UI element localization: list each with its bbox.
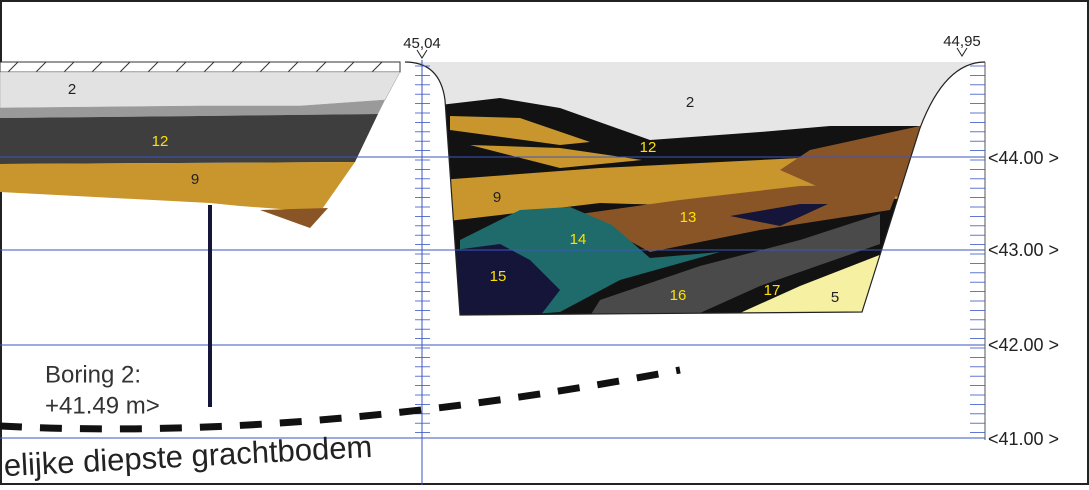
boring-title: Boring 2:: [45, 361, 141, 388]
hatch-line: [343, 61, 355, 73]
reference-lines: [0, 60, 985, 485]
layer-label: 14: [570, 231, 587, 248]
hatch-line: [231, 61, 243, 73]
elevation-label: <43.00 >: [988, 240, 1059, 260]
layer-label: 9: [493, 189, 501, 206]
ditch-bottom-line: [0, 366, 681, 433]
ticks: [415, 65, 985, 434]
layer-label: 17: [764, 282, 781, 299]
elevation-label: <44.00 >: [988, 148, 1059, 168]
layer-label: 12: [152, 133, 169, 150]
layer-label: 5: [831, 289, 839, 306]
layer-label: 15: [490, 268, 507, 285]
layer-label: 16: [670, 287, 687, 304]
marker-label: 44,95: [943, 33, 981, 50]
hatch-line: [175, 61, 187, 73]
layer-label: 2: [686, 94, 694, 111]
hatch-line: [7, 61, 19, 73]
hatch-line: [287, 61, 299, 73]
hatch-line: [119, 61, 131, 73]
layer-label: 2: [68, 81, 76, 98]
hatch-line: [91, 61, 103, 73]
elevation-label: <42.00 >: [988, 335, 1059, 355]
boring-depth: +41.49 m>: [45, 392, 160, 419]
hatch-line: [147, 61, 159, 73]
hatch-line: [63, 61, 75, 73]
left-section: 2 12 9: [0, 61, 401, 228]
hatch-line: [315, 61, 327, 73]
trench: 2 12 9 13 14 15 16 17 5: [404, 61, 986, 316]
marker: [956, 47, 968, 57]
hatch-line: [259, 61, 271, 73]
hatch-line: [35, 61, 47, 73]
layer-label: 13: [680, 209, 697, 226]
hatch-line: [371, 61, 383, 73]
marker-label: 45,04: [403, 35, 441, 52]
hatch-line: [203, 61, 215, 73]
layer-label: 12: [640, 139, 657, 156]
layer-label: 9: [191, 171, 199, 188]
marker: [416, 49, 428, 59]
elevation-label: <41.00 >: [988, 429, 1059, 449]
